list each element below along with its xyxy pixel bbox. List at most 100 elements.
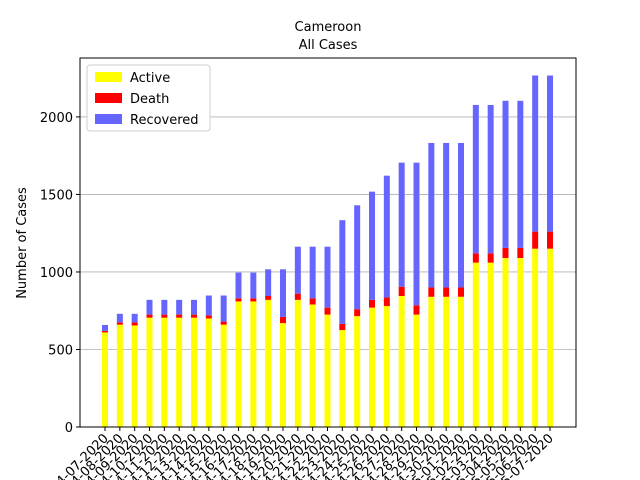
legend-swatch — [95, 72, 122, 82]
y-tick-label: 1000 — [40, 266, 73, 281]
bar-segment — [280, 323, 286, 427]
bar-segment — [383, 297, 390, 307]
bar-segment — [487, 253, 494, 263]
bar-segment — [354, 309, 361, 317]
bar-segment — [294, 293, 301, 300]
bar-segment — [265, 295, 272, 300]
y-tick-label: 500 — [48, 343, 73, 358]
y-tick-label: 0 — [65, 421, 73, 436]
bar-segment — [532, 231, 539, 249]
bar-segment — [369, 307, 375, 427]
bar-segment — [398, 162, 405, 287]
bar-segment — [250, 301, 257, 427]
chart-title: Cameroon — [295, 20, 362, 35]
bar-segment — [131, 313, 138, 323]
bar-segment — [354, 205, 361, 310]
bar-segment — [235, 298, 242, 302]
bar-segment — [191, 317, 197, 427]
bar-segment — [131, 325, 138, 427]
axes-frame — [79, 57, 577, 428]
bar-segment — [220, 324, 227, 427]
bar-segment — [205, 295, 212, 316]
bar-segment — [383, 306, 390, 427]
bar-segment — [413, 162, 420, 306]
bar-segment — [472, 104, 479, 254]
bar-segment — [369, 191, 375, 300]
bar-segment — [161, 317, 168, 427]
bar-segment — [294, 246, 301, 294]
bar-segment — [443, 142, 450, 288]
legend-label: Recovered — [130, 113, 199, 128]
bar-segment — [324, 314, 331, 427]
y-tick-label: 1500 — [40, 188, 73, 203]
bar-segment — [502, 258, 509, 427]
bar-segment — [458, 296, 464, 427]
bar-segment — [102, 324, 108, 331]
bar-segment — [547, 75, 553, 232]
bar-segment — [116, 313, 123, 323]
legend-swatch — [95, 114, 122, 124]
bar-segment — [472, 262, 479, 427]
bar-segment — [472, 253, 479, 263]
bar-segment — [250, 298, 257, 302]
bar-segment — [102, 330, 108, 333]
legend-label: Active — [130, 71, 170, 86]
bar-segment — [146, 299, 153, 315]
bar-segment — [339, 220, 346, 324]
bar-segment — [309, 304, 316, 427]
bar-segment — [146, 317, 153, 427]
bar-segment — [413, 314, 420, 427]
bar-segment — [280, 316, 286, 324]
bar-segment — [398, 295, 405, 427]
bar-segment — [369, 299, 375, 308]
bar-segment — [191, 314, 197, 318]
y-axis-label: Number of Cases — [15, 187, 30, 299]
legend-swatch — [95, 93, 122, 103]
bar-segment — [176, 299, 183, 315]
bar-segment — [428, 287, 435, 297]
bar-segment — [146, 314, 153, 318]
bar-segment — [235, 301, 242, 427]
bar-segment — [517, 258, 524, 427]
bar-segment — [398, 286, 405, 296]
bar-segment — [339, 323, 346, 331]
chart-subtitle: All Cases — [299, 38, 358, 53]
bar-segment — [131, 322, 138, 326]
bar-segment — [383, 175, 390, 298]
bar-segment — [116, 322, 123, 325]
bar-segment — [220, 295, 227, 322]
bar-segment — [294, 299, 301, 427]
bar-segment — [532, 248, 539, 427]
bar-segment — [487, 104, 494, 254]
bar-segment — [458, 287, 464, 297]
bar-segment — [161, 299, 168, 315]
bar-segment — [250, 272, 257, 299]
bar-segment — [161, 314, 168, 318]
bar-segment — [324, 246, 331, 308]
bar-segment — [413, 305, 420, 315]
bar-segment — [547, 248, 553, 427]
bar-segment — [176, 317, 183, 427]
bar-segment — [265, 299, 272, 427]
legend-label: Death — [130, 92, 169, 107]
bar-segment — [205, 315, 212, 319]
y-tick-label: 2000 — [40, 111, 73, 126]
bar-segment — [220, 321, 227, 325]
bar-segment — [502, 100, 509, 248]
bar-segment — [532, 75, 539, 232]
bar-segment — [517, 100, 524, 248]
bar-segment — [458, 142, 464, 288]
bar-segment — [517, 247, 524, 259]
bar-segment — [443, 287, 450, 297]
bar-segment — [235, 272, 242, 299]
bar-segment — [443, 296, 450, 427]
bar-segment — [309, 246, 316, 299]
bar-segment — [547, 231, 553, 249]
bar-segment — [339, 330, 346, 427]
bar-segment — [502, 247, 509, 259]
bar-segment — [176, 314, 183, 318]
bar-segment — [116, 324, 123, 427]
bar-segment — [428, 296, 435, 427]
